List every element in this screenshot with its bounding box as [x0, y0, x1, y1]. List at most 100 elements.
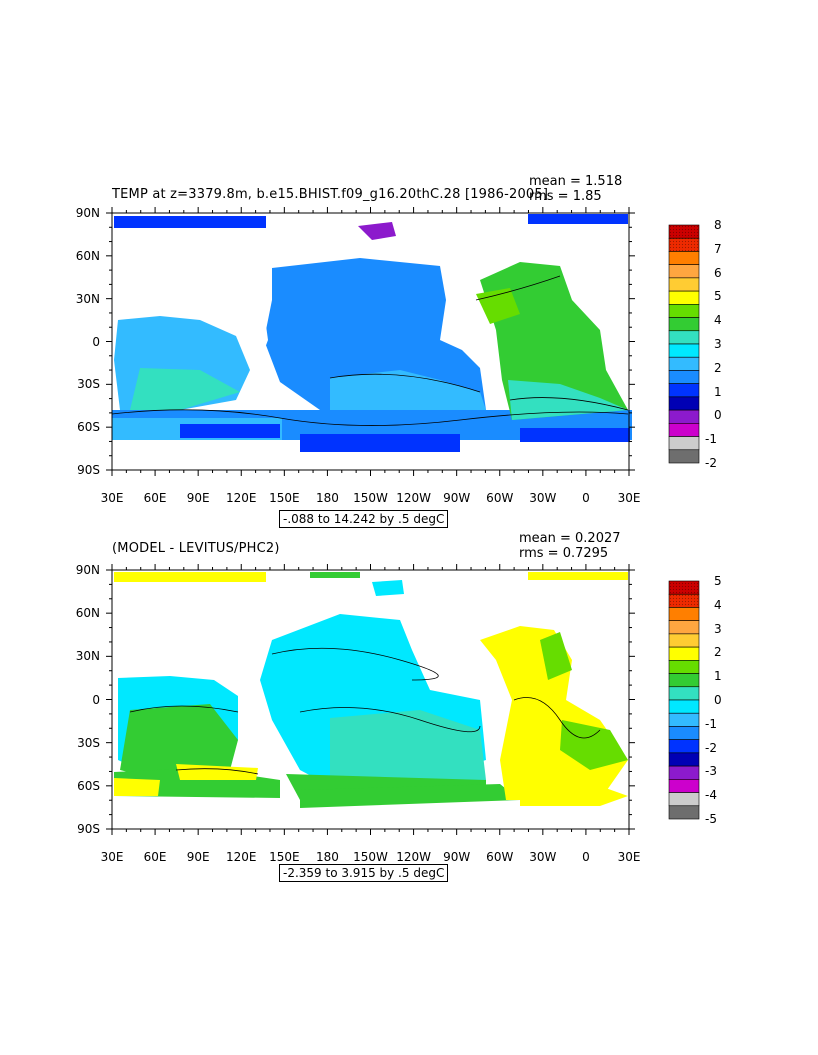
colorbar-label: 4	[714, 597, 722, 612]
lon-label: 150E	[269, 491, 300, 505]
colorbar-label: 2	[714, 645, 722, 660]
colorbar-swatch	[668, 356, 700, 371]
colorbar-swatch	[668, 304, 700, 318]
colorbar-label: -1	[705, 432, 717, 447]
colorbar-swatch	[668, 449, 700, 464]
lat-label: 90N	[75, 563, 100, 577]
lon-label: 150E	[269, 850, 300, 864]
colorbar-swatch	[668, 752, 700, 767]
lon-label: 90W	[443, 491, 471, 505]
lat-label: 60N	[75, 248, 100, 263]
colorbar-label: 6	[714, 265, 722, 280]
lat-label: 60S	[77, 778, 100, 793]
colorbar-label: 8	[714, 218, 722, 232]
colorbar-swatch	[668, 699, 700, 714]
panel2-title: (MODEL - LEVITUS/PHC2)	[112, 541, 280, 556]
colorbar-swatch	[668, 423, 700, 437]
colorbar-swatch	[668, 726, 700, 740]
lon-label: 180	[315, 850, 339, 864]
colorbar-label: -4	[705, 788, 717, 803]
lon-label: 60E	[143, 491, 167, 505]
colorbar-swatch	[668, 277, 700, 292]
colorbar-label: 0	[714, 408, 722, 423]
lon-label: 30E	[617, 491, 641, 505]
lon-label: 120E	[226, 491, 257, 505]
colorbar-label: 2	[714, 360, 722, 375]
lat-label: 90S	[77, 463, 100, 477]
colorbar-swatch-pattern	[669, 581, 699, 595]
lat-label: 60N	[75, 606, 100, 621]
panel1-rms-text: rms = 1.85	[529, 189, 602, 204]
panel2-mean-text: mean = 0.2027	[519, 531, 621, 546]
colorbar-label: -2	[705, 456, 717, 470]
lat-label: 0	[92, 334, 100, 349]
lon-label: 30W	[529, 491, 557, 505]
colorbar-label: -2	[705, 740, 717, 755]
lat-label: 30N	[75, 649, 100, 664]
panel1-colorbar	[668, 224, 700, 464]
lat-label: 30S	[77, 735, 100, 750]
colorbar-swatch	[668, 779, 700, 793]
colorbar-label: -3	[705, 764, 717, 779]
lon-label: 60W	[486, 850, 514, 864]
lon-label: 150W	[353, 491, 388, 505]
lat-label: 90S	[77, 822, 100, 836]
colorbar-swatch	[668, 805, 700, 820]
panel1-map-field	[100, 200, 632, 470]
lat-label: 0	[92, 692, 100, 707]
colorbar-swatch-pattern	[669, 594, 699, 608]
lon-label: 0	[582, 850, 590, 864]
colorbar-label: 1	[714, 669, 722, 684]
lon-label: 180	[315, 491, 339, 505]
lon-label: 0	[582, 491, 590, 505]
colorbar-swatch	[668, 646, 700, 661]
panel2-rms-text: rms = 0.7295	[519, 546, 609, 561]
lon-label: 120E	[226, 850, 257, 864]
lat-label: 30S	[77, 377, 100, 392]
lon-label: 90W	[443, 850, 471, 864]
lon-label: 60W	[486, 491, 514, 505]
colorbar-label: -5	[705, 812, 717, 826]
lon-label: 30E	[100, 491, 124, 505]
colorbar-swatch	[668, 317, 700, 332]
colorbar-swatch	[668, 765, 700, 780]
lat-label: 30N	[75, 291, 100, 306]
lon-label: 30E	[617, 850, 641, 864]
lon-label: 90E	[186, 850, 210, 864]
colorbar-swatch	[668, 330, 700, 345]
colorbar-swatch	[668, 396, 700, 411]
colorbar-label: 5	[714, 574, 722, 588]
panel1-mean-text: mean = 1.518	[529, 174, 623, 189]
panel2-colorbar	[668, 580, 700, 820]
colorbar-swatch	[668, 607, 700, 621]
colorbar-swatch	[668, 673, 700, 688]
colorbar-swatch-pattern	[669, 238, 699, 252]
lon-label: 30W	[529, 850, 557, 864]
colorbar-swatch	[668, 370, 700, 384]
panel2-map-field	[114, 572, 628, 808]
panel1-axes	[106, 207, 635, 476]
colorbar-label: 4	[714, 313, 722, 328]
colorbar-swatch	[668, 739, 700, 754]
colorbar-swatch	[668, 343, 700, 358]
lon-label: 30E	[100, 850, 124, 864]
colorbar-label: 7	[714, 241, 722, 256]
colorbar-swatch	[668, 620, 700, 635]
panel2-axes	[106, 564, 635, 835]
colorbar-swatch	[668, 409, 700, 424]
lon-label: 120W	[396, 850, 431, 864]
colorbar-swatch	[668, 686, 700, 701]
lon-label: 60E	[143, 850, 167, 864]
colorbar-swatch	[668, 436, 700, 451]
colorbar-swatch	[668, 660, 700, 674]
panel1-title: TEMP at z=3379.8m, b.e15.BHIST.f09_g16.2…	[112, 187, 549, 202]
colorbar-swatch	[668, 251, 700, 265]
colorbar-label: -1	[705, 716, 717, 731]
panel2-range-label: -2.359 to 3.915 by .5 degC	[279, 864, 449, 882]
lon-label: 90E	[186, 491, 210, 505]
colorbar-swatch	[668, 792, 700, 807]
colorbar-swatch	[668, 712, 700, 727]
colorbar-swatch	[668, 383, 700, 398]
colorbar-label: 5	[714, 289, 722, 304]
